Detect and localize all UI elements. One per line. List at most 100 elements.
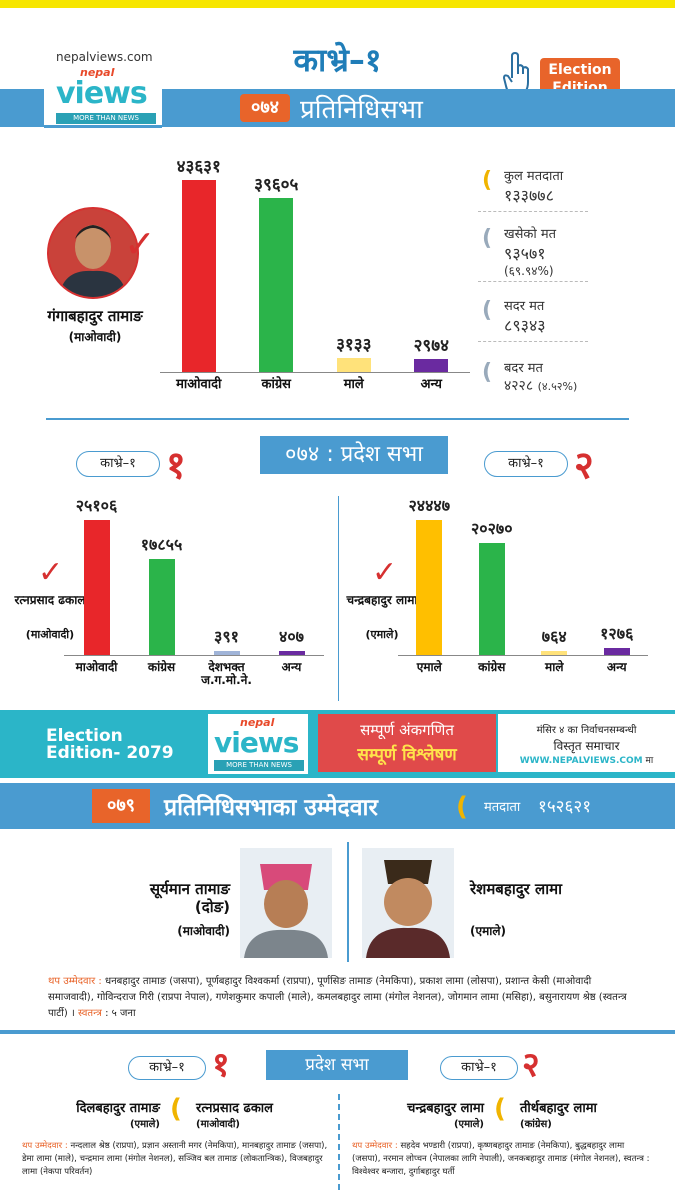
vertical-separator	[338, 496, 339, 701]
hs-2079-cand2-party: (एमाले)	[470, 924, 507, 938]
bar-category-label: एमाले	[416, 660, 442, 674]
top-accent-bar	[0, 0, 675, 8]
banner-red-line2: सम्पूर्ण विश्लेषण	[357, 745, 457, 765]
bar-value-label: ७६४	[541, 626, 567, 646]
bar-value-label: १७८५५	[140, 534, 183, 554]
pa-2079-left-constituency-pill: काभ्रे–१	[128, 1056, 206, 1080]
logo-views-text-2: views	[56, 76, 148, 111]
bar-category-label: कांग्रेस	[147, 660, 176, 674]
logo-tagline-2: MORE THAN NEWS	[56, 113, 156, 124]
logo-nepal-text-2: nepal	[80, 66, 115, 79]
pa-2079-right-cand1-party: (एमाले)	[453, 1119, 484, 1130]
bar-0	[181, 180, 216, 372]
banner-red-panel	[318, 714, 496, 772]
pa-2074-right-bar-chart: २४४४७ एमाले २०२७० कांग्रेस ७६४ माले १२७६ अन्य	[398, 490, 648, 695]
independent-value: : ५ जना	[105, 1008, 136, 1019]
hs-2079-cand1-name: सूर्यमान तामाङ (दोङ)	[149, 880, 230, 916]
stat-bracket-icon: (	[482, 226, 493, 251]
section-divider	[0, 1030, 675, 1034]
additional-label: थप उम्मेदवार :	[352, 1141, 398, 1151]
stat-votes-cast: ( खसेको मत ९३५७१ (६९.९४%)	[478, 218, 588, 282]
bar-2	[336, 358, 371, 372]
bar-value-label: ४३६३१	[176, 157, 221, 177]
bar-3	[603, 647, 630, 655]
pa-2074-left-constituency-pill: काभ्रे–१	[76, 451, 160, 477]
bar-value-label: ३९१	[214, 627, 239, 646]
vertical-separator	[347, 842, 349, 962]
vertical-separator	[338, 1094, 340, 1190]
pa-2074-right-number: २	[574, 443, 594, 487]
bar-category-label: माले	[343, 377, 364, 392]
section-divider	[46, 418, 629, 420]
hs-2079-cand1-party: (माओवादी)	[177, 924, 230, 938]
pa-2074-left-winner-party: (माओवादी)	[25, 628, 75, 641]
chart-baseline	[64, 655, 324, 656]
bar-category-label: अन्य	[606, 660, 627, 674]
bar-value-label: १२७६	[600, 623, 634, 643]
stat-bracket-icon: (	[482, 298, 493, 323]
bar-category-label: अन्य	[420, 377, 442, 392]
additional-label: थप उम्मेदवार :	[22, 1141, 68, 1151]
banner-edition-line1: Election	[46, 726, 123, 746]
hs-2074-winner-name: गंगाबहादुर तामाङ	[47, 307, 143, 325]
bar-value-label: ३१३३	[336, 335, 372, 356]
stat-note: (६९.९४%)	[504, 264, 554, 278]
independent-label: स्वतन्त्र	[77, 1008, 102, 1019]
hs-2079-cand1-photo	[240, 848, 332, 958]
pa-2079-band: प्रदेश सभा	[266, 1050, 408, 1080]
hs-2079-year: ०७९	[92, 789, 150, 823]
banner-right-url-row: WWW.NEPALVIEWS.COM मा	[498, 753, 675, 766]
site-url[interactable]: nepalviews.com	[56, 50, 153, 64]
pa-2079-left-additional-candidates: थप उम्मेदवार : नन्दलाल श्रेष्ठ (राप्रपा)…	[22, 1140, 330, 1179]
bar-value-label: २९७४	[413, 335, 449, 356]
bar-category-label: माओवादी	[176, 377, 222, 392]
hs-2074-year: ०७४	[240, 94, 290, 122]
hs-2079-additional-candidates: थप उम्मेदवार : धनबहादुर तामाङ (जसपा), पू…	[48, 974, 628, 1022]
person-photo-icon	[362, 848, 454, 958]
bar-1	[478, 543, 505, 655]
additional-text: सहदेव भण्डारी (राप्रपा), कृष्णबहादुर ताम…	[352, 1141, 650, 1177]
bracket-icon: (	[170, 1094, 182, 1124]
bar-category-label: अन्य	[281, 660, 302, 674]
hs-2079-label: प्रतिनिधिसभाका उम्मेदवार	[164, 795, 378, 821]
stat-value: ९३५७१	[504, 244, 546, 263]
bar-category-label: माओवादी	[75, 660, 118, 674]
pa-2074-left-winner-name: रत्नप्रसाद ढकाल	[14, 593, 86, 607]
stat-invalid-votes: ( बदर मत ४२२८ (४.५२%)	[478, 352, 596, 396]
banner-logo-nepal: nepal	[240, 716, 275, 729]
chart-baseline	[160, 372, 470, 373]
bar-value-label: ३९६०५	[254, 174, 299, 195]
hs-2074-bar-chart: ४३६३१ माओवादी ३९६०५ कांग्रेस ३१३३ माले २९७४ अन्…	[160, 150, 470, 400]
stat-label: कुल मतदाता	[504, 169, 564, 184]
page-title: काभ्रे–१	[293, 41, 382, 79]
winner-photo-gangabahadur	[47, 207, 139, 299]
bar-category-label: माले	[545, 660, 564, 674]
stat-bracket-icon: (	[482, 168, 493, 193]
bar-2	[213, 651, 240, 655]
stat-value-number: ४२२८	[504, 378, 534, 394]
bracket-icon: (	[494, 1094, 506, 1124]
banner-right-panel	[498, 714, 675, 772]
stat-bracket-icon: (	[482, 360, 493, 385]
pa-2074-band: ०७४ : प्रदेश सभा	[260, 436, 448, 474]
person-photo-icon	[49, 209, 137, 297]
stat-value: १३३७७८	[504, 186, 554, 205]
bar-category-label: कांग्रेस	[261, 377, 291, 392]
hs-2074-label: प्रतिनिधिसभा	[300, 95, 423, 125]
stat-label: बदर मत	[504, 361, 543, 376]
voters-bracket-icon: (	[456, 792, 468, 822]
bar-value-label: २४४४७	[408, 496, 451, 515]
banner-logo-views: views	[214, 726, 299, 759]
pa-2074-left-number: १	[166, 443, 186, 487]
pa-2079-left-cand2-party: (माओवादी)	[196, 1119, 240, 1130]
pa-2074-left-bar-chart: २५१०६ माओवादी १७८५५ कांग्रेस ३९१ देशभक्त ज.ग.…	[64, 490, 324, 695]
banner-edition-line2: Edition- 2079	[46, 743, 174, 763]
pa-2079-right-cand2-name: तीर्थबहादुर लामा	[520, 1101, 597, 1116]
hs-2074-winner-party: (माओवादी)	[68, 330, 122, 344]
pa-2079-left-cand1-name: दिलबहादुर तामाङ	[76, 1101, 160, 1116]
person-photo-icon	[240, 848, 332, 958]
voting-hand-icon	[502, 52, 529, 98]
banner-right-line1: मंसिर ४ का निर्वाचनसम्बन्धी	[536, 725, 637, 736]
stat-label: सदर मत	[504, 299, 545, 314]
banner-url-link[interactable]: WWW.NEPALVIEWS.COM	[519, 756, 643, 766]
